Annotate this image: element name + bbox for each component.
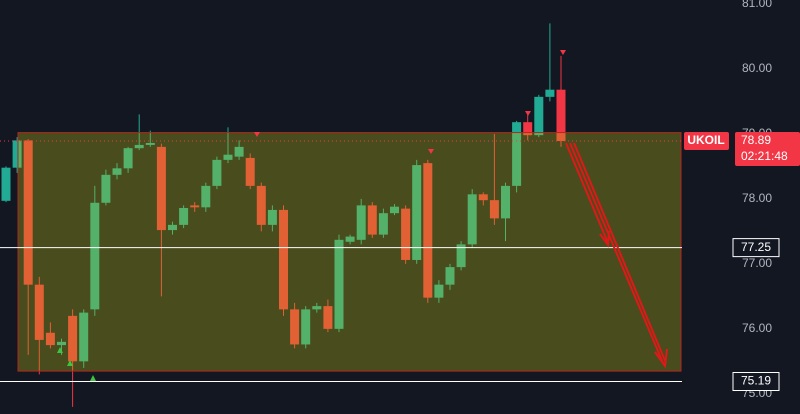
symbol-label: UKOIL	[687, 133, 724, 147]
level-label-box	[732, 238, 780, 258]
candle-body	[323, 306, 333, 329]
candle-body	[179, 207, 189, 225]
candle-body	[101, 174, 111, 203]
candle-body	[168, 224, 177, 231]
candle-body	[290, 309, 300, 345]
last-price-label: 78.89	[741, 133, 771, 147]
candle-body	[312, 306, 322, 310]
arrow	[565, 142, 609, 244]
countdown-label: 02:21:48	[741, 149, 788, 163]
candle-body	[478, 194, 488, 201]
markers	[57, 50, 566, 381]
signal-down	[525, 111, 531, 116]
candle-body	[267, 209, 277, 225]
candle-body	[223, 154, 233, 160]
candle-body	[390, 206, 399, 214]
level-label-box	[732, 372, 780, 392]
y-tick-label: 78.00	[742, 191, 772, 205]
y-tick-label: 81.00	[742, 0, 772, 10]
candle-body	[545, 89, 555, 97]
candle-body	[423, 163, 433, 298]
candle-body	[367, 205, 377, 235]
symbol-badge	[684, 132, 729, 151]
candle-body	[345, 236, 355, 242]
candle-body	[301, 309, 311, 345]
signal-up	[67, 360, 73, 366]
candle-body	[245, 157, 255, 186]
candle-body	[156, 146, 166, 231]
price-axis: 75.0076.0077.0078.0079.0080.0081.0077.25…	[682, 0, 800, 414]
signal-up	[57, 347, 63, 353]
candle-body	[445, 267, 455, 285]
level-label: 75.19	[741, 374, 771, 388]
candle-body	[334, 239, 344, 329]
plot	[0, 23, 732, 407]
signal-down	[254, 132, 260, 137]
y-tick-label: 80.00	[742, 61, 772, 75]
candle-body	[378, 213, 388, 235]
y-tick-label: 77.00	[742, 256, 772, 270]
axis-background	[682, 0, 800, 414]
candle-body	[234, 146, 244, 157]
arrow-head	[654, 348, 668, 369]
candle-body	[12, 140, 22, 168]
candle-body	[57, 341, 66, 346]
candle-body	[523, 122, 533, 136]
candle-body	[90, 202, 100, 310]
signal-down	[560, 50, 566, 55]
candle-body	[23, 140, 33, 285]
price-badge	[735, 132, 800, 167]
candle-body	[412, 165, 422, 260]
candle-body	[34, 284, 44, 340]
arrows	[565, 142, 668, 369]
candle-body	[434, 284, 444, 298]
candle-body	[456, 244, 466, 268]
candle-body	[123, 148, 133, 169]
zone	[17, 132, 682, 372]
candle-body	[534, 96, 544, 136]
level-label: 77.25	[741, 240, 771, 254]
candle-body	[190, 205, 200, 208]
candle-body	[112, 168, 122, 175]
candle-body	[467, 194, 477, 245]
candle-body	[401, 208, 411, 260]
candle-body	[145, 142, 155, 145]
signal-up	[90, 375, 96, 381]
candle-body	[79, 312, 89, 362]
candle-body	[68, 315, 78, 362]
candle-body	[279, 209, 288, 310]
candle-body	[501, 185, 510, 219]
candle-body	[212, 159, 222, 186]
candle-body	[1, 167, 11, 201]
arrow	[569, 142, 664, 364]
arrow	[573, 142, 667, 364]
candle-body	[45, 332, 55, 346]
candle-body	[512, 122, 522, 186]
candle-body	[256, 185, 266, 225]
y-tick-label: 76.00	[742, 321, 772, 335]
candle-body	[556, 89, 566, 142]
candle-body	[489, 200, 499, 219]
candle-body	[134, 144, 144, 149]
candle-body	[201, 185, 211, 208]
signal-down	[428, 149, 434, 154]
candle-body	[356, 205, 366, 240]
